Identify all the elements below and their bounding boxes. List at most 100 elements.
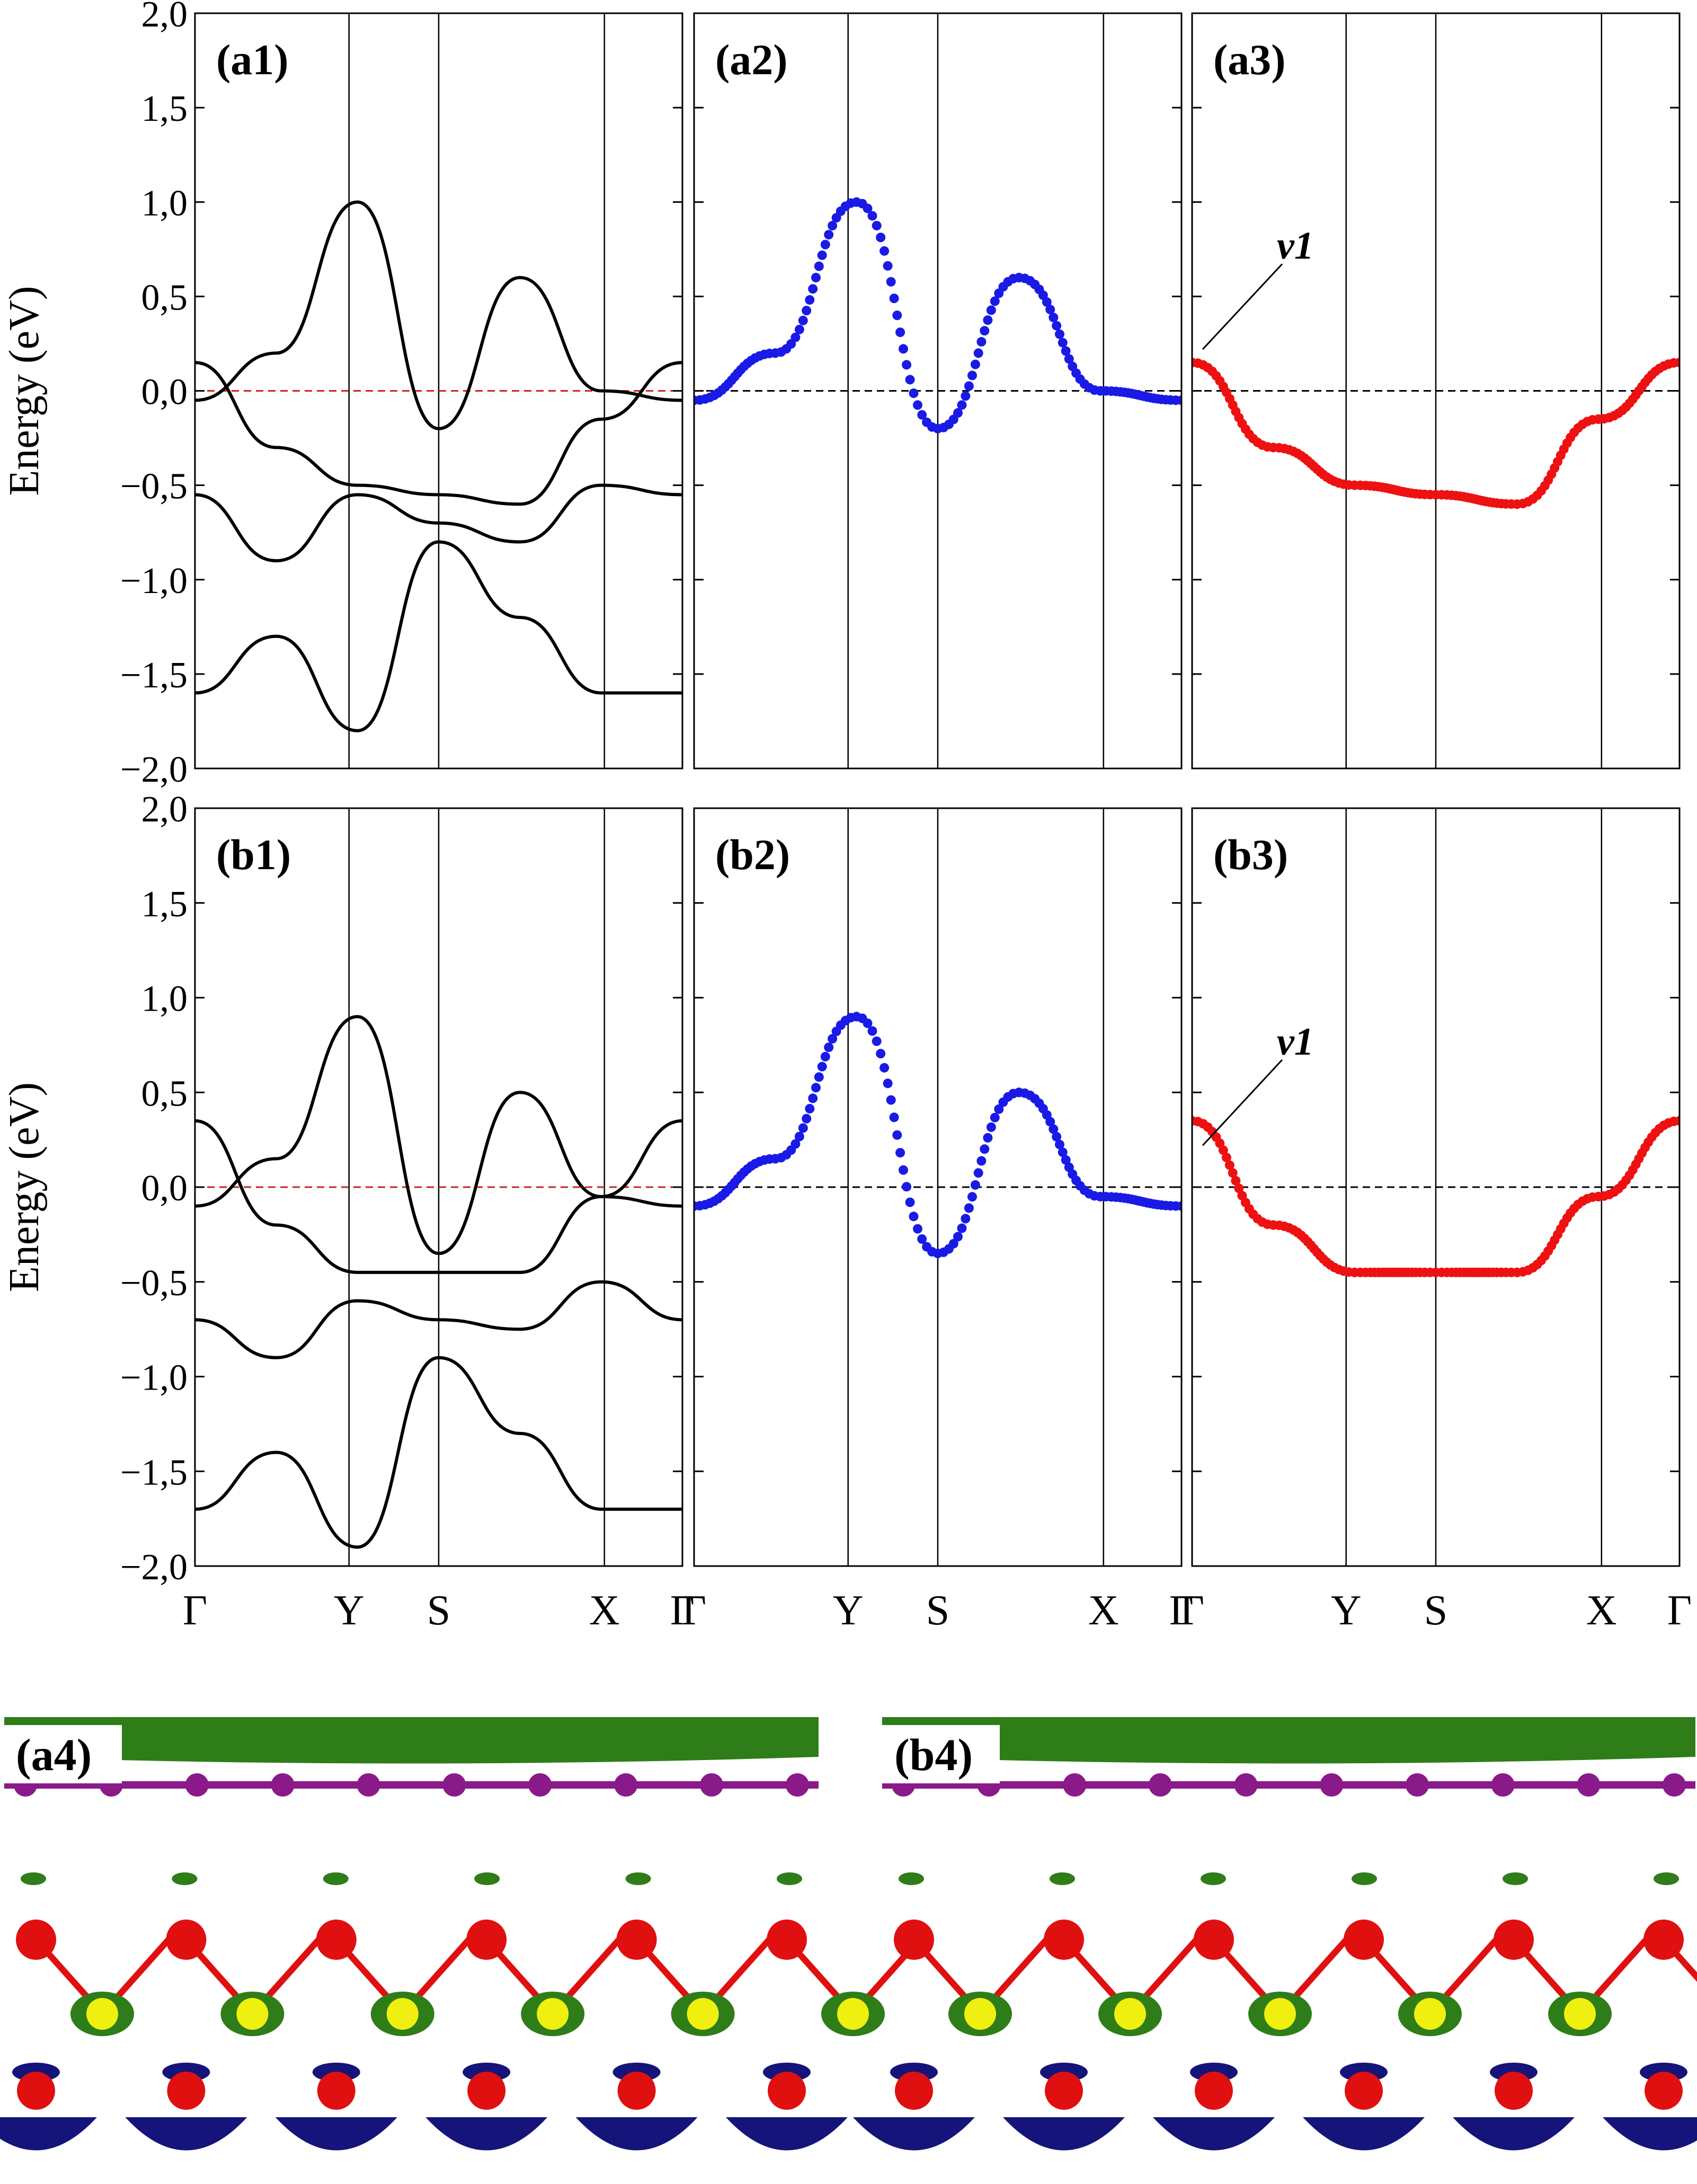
projection-dot [983, 1133, 993, 1143]
red-atom [1044, 1920, 1084, 1960]
projection-dot [976, 1156, 987, 1166]
projection-dot [961, 1214, 971, 1224]
structure-label-b4: (b4) [894, 1729, 973, 1780]
projection-dot [790, 1139, 801, 1149]
projection-dot [986, 1122, 996, 1132]
projection-dot [899, 1165, 908, 1175]
purple-atom [1149, 1773, 1172, 1797]
projection-dot [883, 1078, 893, 1089]
projection-dot [790, 332, 801, 342]
projection-dot [953, 1232, 963, 1242]
projection-dot [1045, 305, 1055, 314]
yellow-atom [1564, 1998, 1596, 2030]
small-isosurface [899, 1872, 924, 1885]
small-isosurface [21, 1872, 46, 1885]
projection-dot [973, 1168, 983, 1178]
bottom-isosurface [1453, 2117, 1575, 2151]
projection-dot [970, 1180, 980, 1190]
projection-dot [1228, 1168, 1238, 1178]
y-tick-label: −0,5 [120, 466, 188, 507]
x-tick-label: S [926, 1587, 950, 1634]
projection-dot [970, 359, 980, 369]
projection-dot [948, 1239, 958, 1249]
purple-atom [1577, 1773, 1601, 1797]
x-tick-label: Y [1331, 1587, 1362, 1634]
label-background [4, 1725, 122, 1783]
red-atom [1194, 1920, 1234, 1960]
projection-dot [867, 211, 877, 221]
projection-dot [957, 1223, 967, 1233]
band-structure-plots: 2,0 1,5 1,0 0,5 0,0 −0,5 −1,0 −1,5 −2,0 Energy (e… [1, 0, 1692, 1634]
projection-dot [802, 1113, 812, 1124]
projection-dot [902, 360, 912, 370]
projection-dot [1675, 1116, 1680, 1126]
projection-dot [1049, 1124, 1059, 1134]
top-isosurface [4, 1717, 819, 1764]
bottom-isosurface [425, 2117, 548, 2151]
projection-dot [1058, 338, 1068, 348]
annotation-pointer [1202, 1059, 1283, 1146]
structure-panel-b4 [853, 1717, 1697, 2151]
projection-dot [905, 1197, 915, 1207]
projection-dot [824, 1042, 834, 1053]
x-tick-label: S [427, 1587, 451, 1634]
annotation-pointer [1202, 263, 1283, 350]
projection-dot [811, 272, 821, 282]
projection-dot [892, 311, 902, 320]
projection-dot [798, 1123, 808, 1133]
yellow-atom [537, 1998, 569, 2030]
panel-label-background [704, 32, 810, 85]
purple-atom [357, 1773, 380, 1797]
projection-dot [983, 315, 993, 325]
projection-dot [811, 1083, 821, 1093]
projection-dot [817, 1062, 827, 1072]
projection-dot [1052, 321, 1062, 331]
bottom-isosurface [1003, 2117, 1125, 2151]
projection-dot [1675, 358, 1680, 368]
structure-label-a4: (a4) [16, 1729, 92, 1780]
band-annotation-v1: v1 [1277, 1020, 1314, 1064]
red-atom [467, 2072, 506, 2110]
projected-series-projection [694, 197, 1181, 434]
projection-dot [980, 326, 990, 336]
red-atom [1045, 2072, 1083, 2110]
band-plot-b3: (b3) v1 Γ Y S X Γ [1180, 807, 1692, 1634]
x-tick-label: Γ [670, 1587, 695, 1634]
projection-dot [892, 1130, 902, 1140]
projection-dot [805, 1104, 815, 1113]
top-isosurface [882, 1717, 1695, 1764]
panel-label: (a2) [715, 36, 788, 84]
projection-dot [808, 1093, 818, 1103]
red-atom [1494, 1920, 1534, 1960]
x-tick-label: S [1424, 1587, 1448, 1634]
projection-dot [814, 1072, 824, 1082]
projection-dot [895, 1148, 905, 1158]
bottom-isosurface [1153, 2117, 1275, 2151]
x-tick-label: Γ [1169, 1587, 1194, 1634]
x-tick-label: Γ [682, 1587, 706, 1634]
bottom-isosurface [726, 2117, 848, 2151]
red-atom [617, 2072, 656, 2110]
small-isosurface [323, 1872, 349, 1885]
red-atom [317, 2072, 356, 2110]
projection-dot [990, 1112, 1000, 1122]
small-isosurface [1654, 1872, 1679, 1885]
panel-label-background [1202, 827, 1308, 880]
label-background [882, 1725, 1000, 1783]
small-isosurface [1503, 1872, 1528, 1885]
red-atom [167, 2072, 206, 2110]
projection-dot [863, 204, 873, 214]
y-tick-label: 2,0 [141, 0, 188, 35]
red-atom [466, 1920, 507, 1960]
projected-series-projection [1192, 358, 1680, 509]
projection-dot [1045, 1117, 1055, 1127]
projection-dot [902, 1182, 912, 1192]
panel-label: (a1) [216, 36, 289, 84]
purple-atom [1320, 1773, 1344, 1797]
projection-dot [986, 305, 996, 315]
projection-dot [905, 375, 915, 385]
y-tick-label: 0,5 [141, 277, 188, 318]
y-tick-label: 0,0 [141, 372, 188, 413]
projection-dot [1231, 1175, 1241, 1186]
